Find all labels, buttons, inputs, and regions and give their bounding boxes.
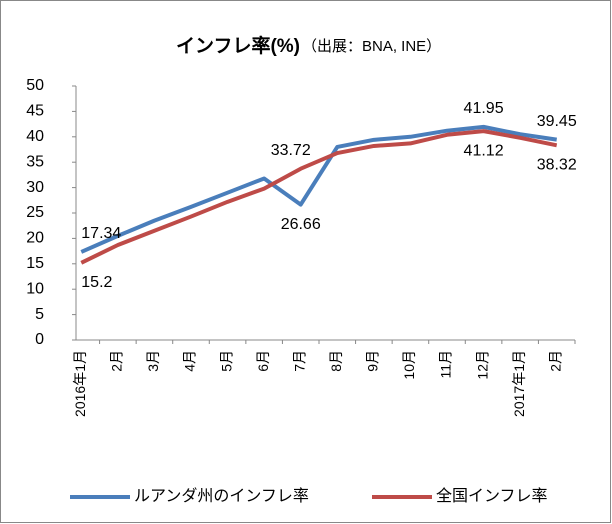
x-tick-label: 2017年1月 — [511, 350, 527, 417]
y-tick-label: 35 — [26, 153, 44, 170]
x-tick-label: 5月 — [218, 350, 234, 372]
y-tick-label: 50 — [26, 77, 44, 94]
data-label: 38.32 — [537, 157, 577, 174]
x-tick-label: 10月 — [401, 350, 417, 380]
x-tick-label: 2月 — [109, 350, 125, 372]
series-line — [80, 124, 558, 254]
x-tick-label: 3月 — [145, 350, 161, 372]
x-tick-label: 2016年1月 — [72, 350, 88, 417]
y-tick-label: 20 — [26, 230, 44, 247]
data-label: 15.2 — [81, 274, 112, 291]
y-tick-label: 45 — [26, 103, 44, 120]
x-tick-label: 12月 — [474, 350, 490, 380]
series-line — [80, 129, 558, 265]
x-tick-label: 2月 — [547, 350, 563, 372]
y-tick-label: 0 — [35, 331, 44, 348]
y-tick-label: 10 — [26, 280, 44, 297]
x-tick-label: 11月 — [438, 350, 454, 379]
legend-label: 全国インフレ率 — [436, 487, 548, 505]
x-tick-label: 8月 — [328, 350, 344, 372]
data-label: 33.72 — [271, 142, 311, 159]
x-tick-label: 6月 — [255, 350, 271, 372]
data-label: 17.34 — [81, 225, 121, 242]
x-tick-label: 9月 — [365, 350, 381, 372]
data-label: 39.45 — [537, 113, 577, 130]
y-tick-label: 15 — [26, 255, 44, 272]
x-tick-label: 7月 — [291, 350, 307, 372]
chart-title: インフレ率(%) — [176, 34, 300, 57]
y-tick-label: 25 — [26, 204, 44, 221]
data-label: 26.66 — [281, 216, 321, 233]
data-label: 41.95 — [464, 100, 504, 117]
y-tick-label: 30 — [26, 179, 44, 196]
y-tick-label: 5 — [35, 306, 44, 323]
chart-subtitle: （出展：BNA, INE） — [302, 38, 441, 55]
x-tick-label: 4月 — [182, 350, 198, 372]
y-tick-label: 40 — [26, 128, 44, 145]
legend-label: ルアンダ州のインフレ率 — [134, 487, 309, 505]
data-label: 41.12 — [464, 142, 504, 159]
